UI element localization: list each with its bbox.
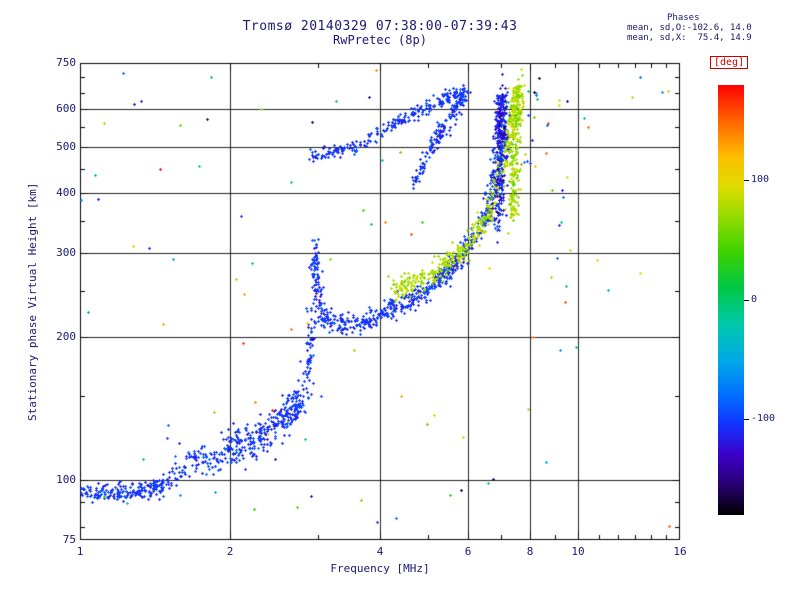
y-tick-label-100: 100 [56, 473, 76, 486]
x-tick-label-4: 4 [376, 545, 384, 558]
colorbar-tick-label-0: 0 [751, 294, 758, 305]
y-tick-label-200: 200 [56, 330, 76, 343]
y-tick-label-400: 400 [56, 186, 76, 199]
phase-stats-heading: Phases [667, 13, 700, 23]
colorbar-unit-label: [deg] [710, 56, 749, 69]
colorbar-tick-label-100: 100 [751, 174, 770, 185]
colorbar [718, 85, 744, 515]
x-tick-label-10: 10 [571, 545, 585, 558]
page-title: Tromsø 20140329 07:38:00-07:39:43 [242, 19, 518, 34]
y-tick-label-750: 750 [56, 56, 76, 69]
y-axis-title: Stationary phase Virtual Height [km] [26, 182, 39, 421]
colorbar-tick-mark-neg100 [744, 419, 749, 420]
phase-stats-x-mode: mean, sd,X: 75.4, 14.9 [627, 33, 752, 43]
page-subtitle: RwPretec (8p) [333, 33, 427, 47]
x-tick-label-8: 8 [526, 545, 534, 558]
phase-stats: Phases mean, sd,O:-102.6, 14.0 mean, sd,X… [627, 13, 752, 43]
x-axis-title: Frequency [MHz] [330, 562, 430, 575]
y-tick-label-300: 300 [56, 246, 76, 259]
x-tick-label-2: 2 [226, 545, 234, 558]
y-tick-label-600: 600 [56, 102, 76, 115]
x-tick-label-6: 6 [464, 545, 472, 558]
x-tick-label-1: 1 [76, 545, 84, 558]
colorbar-tick-mark-0 [744, 300, 749, 301]
phase-stats-o-mode: mean, sd,O:-102.6, 14.0 [627, 23, 752, 33]
x-tick-label-16: 16 [673, 545, 687, 558]
colorbar-tick-label-neg100: -100 [751, 413, 776, 424]
colorbar-tick-mark-100 [744, 180, 749, 181]
y-tick-label-500: 500 [56, 140, 76, 153]
y-tick-label-75: 75 [62, 533, 76, 546]
